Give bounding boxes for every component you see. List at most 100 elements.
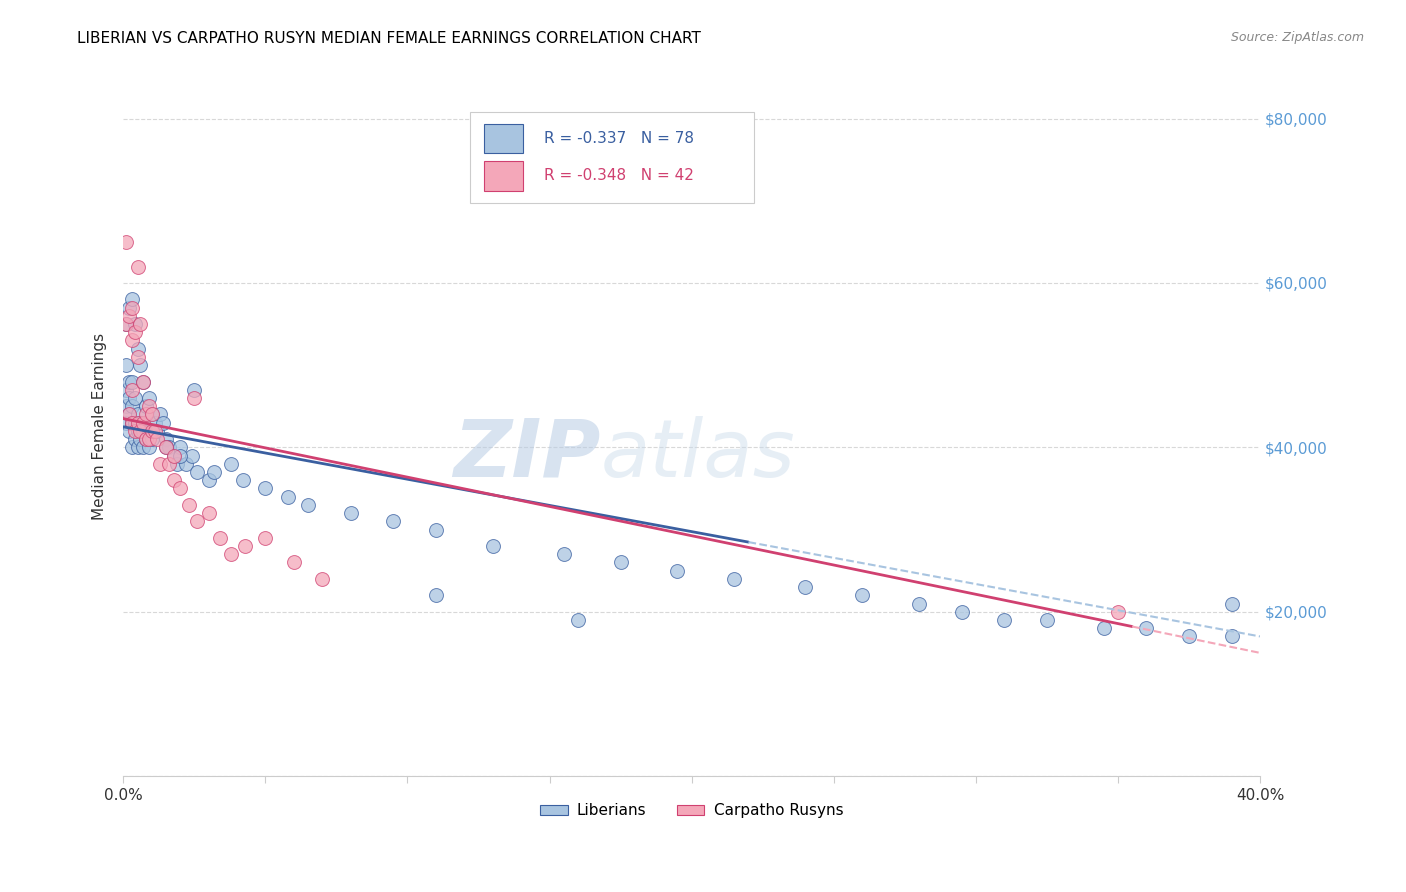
Point <box>141 408 163 422</box>
Point <box>1107 605 1129 619</box>
Point <box>1036 613 1059 627</box>
Point <box>135 432 157 446</box>
Point <box>166 457 188 471</box>
Point <box>1220 597 1243 611</box>
Point <box>141 432 163 446</box>
Point <box>180 449 202 463</box>
Point <box>146 432 169 446</box>
Point <box>177 498 200 512</box>
Point <box>121 416 143 430</box>
Legend: Liberians, Carpatho Rusyns: Liberians, Carpatho Rusyns <box>534 797 849 824</box>
Point <box>138 391 160 405</box>
Point <box>186 465 208 479</box>
Point <box>723 572 745 586</box>
Point <box>118 375 141 389</box>
Point <box>132 441 155 455</box>
Point <box>283 556 305 570</box>
Point <box>794 580 817 594</box>
Text: ZIP: ZIP <box>453 416 600 494</box>
Point <box>609 556 631 570</box>
Point <box>202 465 225 479</box>
Point <box>127 342 149 356</box>
Point <box>127 408 149 422</box>
Point <box>1135 621 1157 635</box>
Point <box>135 432 157 446</box>
Point <box>143 424 166 438</box>
Point <box>152 416 174 430</box>
Point <box>115 416 138 430</box>
Point <box>118 408 141 422</box>
Point <box>121 334 143 348</box>
Point <box>121 399 143 413</box>
Point <box>174 457 197 471</box>
Point <box>425 588 447 602</box>
FancyBboxPatch shape <box>470 112 754 203</box>
Point <box>183 383 205 397</box>
Point <box>221 457 243 471</box>
Point <box>169 449 191 463</box>
Point <box>115 317 138 331</box>
Point <box>121 416 143 430</box>
Point <box>115 235 138 249</box>
Point <box>127 441 149 455</box>
Point <box>127 424 149 438</box>
Point <box>132 375 155 389</box>
Point <box>115 358 138 372</box>
Point <box>129 317 152 331</box>
Point <box>277 490 299 504</box>
Point <box>197 506 219 520</box>
Point <box>221 547 243 561</box>
Point <box>118 424 141 438</box>
Text: atlas: atlas <box>600 416 796 494</box>
Point <box>169 441 191 455</box>
Point <box>135 408 157 422</box>
Point <box>993 613 1015 627</box>
Point <box>425 523 447 537</box>
Point <box>149 457 172 471</box>
Point <box>115 383 138 397</box>
Point <box>666 564 689 578</box>
Point <box>118 309 141 323</box>
Point <box>124 416 146 430</box>
Point <box>186 514 208 528</box>
Point <box>254 482 277 496</box>
Point <box>481 539 503 553</box>
FancyBboxPatch shape <box>484 161 523 191</box>
Point <box>129 432 152 446</box>
Point <box>155 432 177 446</box>
Point <box>121 375 143 389</box>
Point <box>132 424 155 438</box>
Point <box>157 457 180 471</box>
Point <box>129 424 152 438</box>
Point <box>382 514 405 528</box>
Point <box>124 326 146 340</box>
Point <box>553 547 575 561</box>
Point <box>135 399 157 413</box>
Point <box>143 416 166 430</box>
Y-axis label: Median Female Earnings: Median Female Earnings <box>93 334 107 520</box>
Point <box>311 572 333 586</box>
Point <box>1178 629 1201 643</box>
FancyBboxPatch shape <box>484 124 523 153</box>
Point <box>124 432 146 446</box>
Point <box>183 391 205 405</box>
Point <box>1092 621 1115 635</box>
Point <box>121 441 143 455</box>
Point <box>155 441 177 455</box>
Point <box>163 449 186 463</box>
Point <box>124 424 146 438</box>
Point <box>138 441 160 455</box>
Point <box>567 613 589 627</box>
Point <box>197 473 219 487</box>
Point <box>127 350 149 364</box>
Point <box>297 498 319 512</box>
Point <box>208 531 231 545</box>
Point <box>908 597 931 611</box>
Text: R = -0.337   N = 78: R = -0.337 N = 78 <box>544 131 695 145</box>
Point <box>950 605 973 619</box>
Point <box>115 399 138 413</box>
Point <box>121 293 143 307</box>
Point <box>254 531 277 545</box>
Point <box>138 432 160 446</box>
Point <box>235 539 257 553</box>
